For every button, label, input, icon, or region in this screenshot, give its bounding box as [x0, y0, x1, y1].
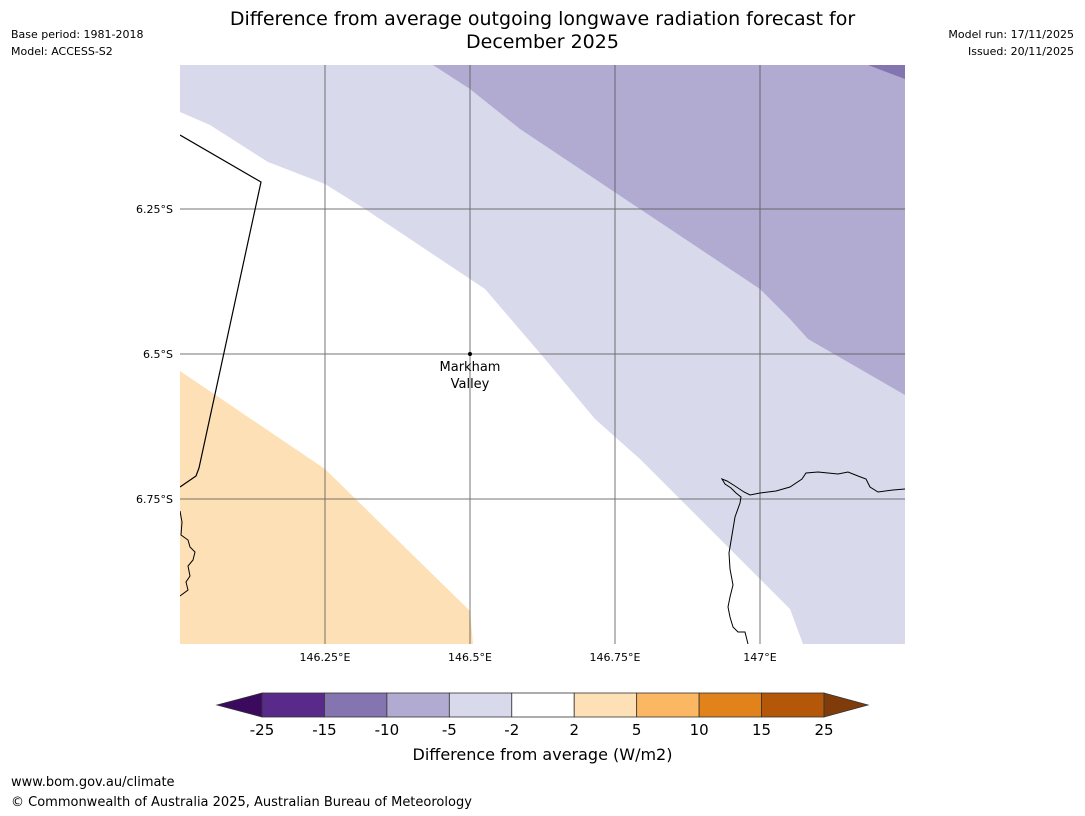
- colorbar-segment: [511, 692, 575, 718]
- lat-label: 6.25°S: [136, 203, 173, 216]
- colorbar-tick-label: 5: [632, 721, 642, 739]
- colorbar-tick-label: -5: [442, 721, 457, 739]
- colorbar-segment: [761, 692, 825, 718]
- colorbar-segment: [261, 692, 325, 718]
- olr-zone-light-orange: [180, 371, 473, 644]
- olr-zone-mid-purple: [433, 65, 905, 395]
- lat-label: 6.5°S: [143, 348, 173, 361]
- colorbar-tick-label: 15: [752, 721, 771, 739]
- province-boundary: [180, 134, 262, 488]
- colorbar-label: Difference from average (W/m2): [412, 745, 673, 764]
- lon-label: 147°E: [743, 651, 776, 664]
- place-label-line-2: Valley: [451, 377, 490, 392]
- coastline-west: [180, 510, 196, 597]
- model-run-date: Model run: 17/11/2025: [948, 28, 1074, 41]
- title-line-1: Difference from average outgoing longwav…: [229, 8, 856, 30]
- colorbar-tick-label: -2: [504, 721, 519, 739]
- markham-valley-marker: [468, 352, 472, 356]
- colorbar-tick-label: 25: [814, 721, 833, 739]
- place-label-line-1: Markham: [440, 360, 501, 375]
- longitude-labels: 146.25°E 146.5°E 146.75°E 147°E: [300, 651, 777, 664]
- colorbar-segment: [573, 692, 638, 718]
- lon-label: 146.5°E: [448, 651, 492, 664]
- colorbar-segment: [448, 692, 513, 718]
- colorbar-tick-label: 10: [690, 721, 709, 739]
- colorbar-tick-label: -10: [375, 721, 400, 739]
- olr-zone-dark-purple: [868, 65, 905, 79]
- page-title: Difference from average outgoing longwav…: [150, 8, 935, 54]
- lon-label: 146.25°E: [300, 651, 351, 664]
- footer-copyright: © Commonwealth of Australia 2025, Austra…: [11, 795, 472, 810]
- latitude-labels: 6.25°S 6.5°S 6.75°S: [136, 203, 173, 506]
- metadata-right: Model run: 17/11/2025 Issued: 20/11/2025: [948, 26, 1074, 60]
- footer-url: www.bom.gov.au/climate: [11, 775, 175, 790]
- colorbar-over-arrow: [823, 692, 870, 718]
- title-line-2: December 2025: [466, 31, 619, 53]
- colorbar: -25 -15 -10 -5 -2 2 5 10 15 25: [215, 692, 870, 739]
- map-plot-area: [180, 65, 905, 644]
- lat-label: 6.75°S: [136, 493, 173, 506]
- grid-lines: [180, 65, 905, 644]
- colorbar-tick-label: -25: [250, 721, 275, 739]
- model-name: Model: ACCESS-S2: [11, 45, 113, 58]
- coastline-huon-gulf: [720, 471, 905, 644]
- base-period: Base period: 1981-2018: [11, 28, 144, 41]
- colorbar-segment: [324, 692, 388, 718]
- colorbar-tick-label: 2: [569, 721, 579, 739]
- lon-label: 146.75°E: [590, 651, 641, 664]
- colorbar-segment: [636, 692, 700, 718]
- colorbar-tick-label: -15: [312, 721, 337, 739]
- metadata-left: Base period: 1981-2018 Model: ACCESS-S2: [11, 26, 143, 60]
- colorbar-under-arrow: [215, 692, 263, 718]
- colorbar-segment: [698, 692, 762, 718]
- issued-date: Issued: 20/11/2025: [967, 45, 1074, 58]
- colorbar-segment: [386, 692, 450, 718]
